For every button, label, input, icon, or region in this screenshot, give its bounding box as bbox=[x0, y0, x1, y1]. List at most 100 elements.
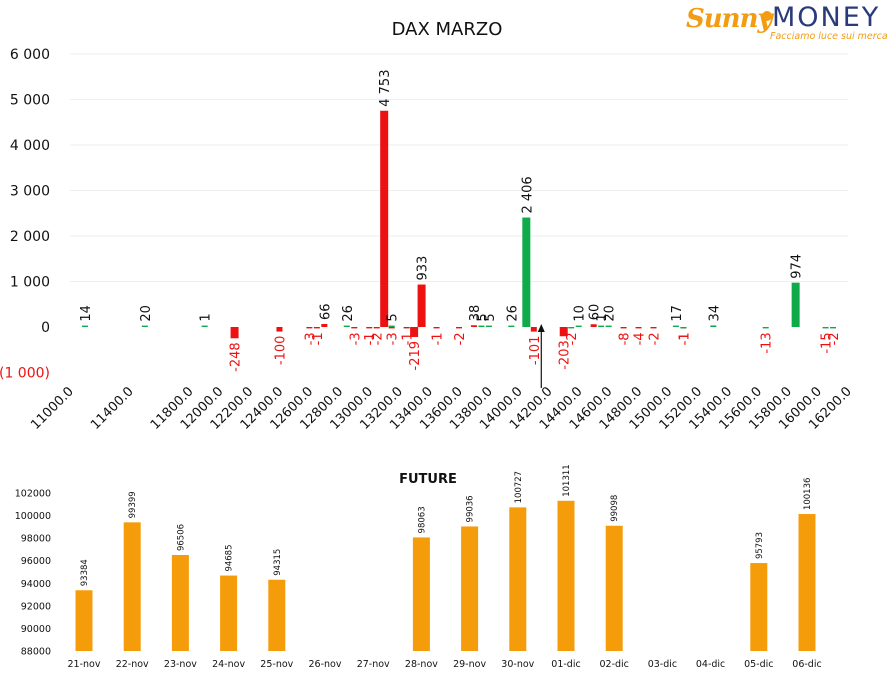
y-axis-ticks: 88000 90000 92000 94000 96000 98000 100000 1020… bbox=[15, 489, 51, 658]
bar bbox=[635, 327, 642, 329]
y-tick-label: 4 000 bbox=[10, 138, 50, 154]
x-tick-label: 27-nov bbox=[357, 659, 390, 670]
data-label: 10 bbox=[573, 305, 588, 322]
bar bbox=[750, 563, 768, 651]
data-label: 26 bbox=[341, 305, 356, 322]
data-label: 26 bbox=[505, 305, 520, 322]
y-tick-label: 102000 bbox=[15, 489, 51, 500]
future-chart: FUTURE 88000 90000 92000 94000 96000 98000 100… bbox=[15, 464, 822, 670]
bar bbox=[75, 590, 93, 651]
y-tick-label: 98000 bbox=[21, 534, 51, 545]
x-tick-label: 28-nov bbox=[405, 659, 438, 670]
chart-title: DAX MARZO bbox=[392, 19, 503, 40]
bar bbox=[201, 325, 208, 327]
y-tick-label: (1 000) bbox=[0, 366, 50, 382]
data-label: -4 bbox=[633, 332, 648, 345]
data-label: -248 bbox=[229, 342, 244, 372]
bar bbox=[388, 325, 395, 327]
bar bbox=[268, 579, 286, 651]
data-label: 94315 bbox=[273, 549, 283, 576]
y-tick-label: 100000 bbox=[15, 511, 51, 522]
y-tick-label: 92000 bbox=[21, 601, 51, 612]
data-label: 34 bbox=[707, 305, 722, 322]
data-label: -13 bbox=[760, 332, 775, 353]
bar bbox=[478, 325, 485, 327]
y-axis-ticks: (1 000) 0 1 000 2 000 3 000 4 000 5 000 6 000 bbox=[0, 47, 50, 382]
bar bbox=[575, 325, 582, 327]
data-label: -1 bbox=[677, 332, 692, 345]
x-tick-label: 11400.0 bbox=[88, 384, 137, 433]
x-tick-label: 30-nov bbox=[501, 659, 534, 670]
data-label: -1 bbox=[311, 332, 326, 345]
x-tick-label: 24-nov bbox=[212, 659, 245, 670]
y-tick-label: 1 000 bbox=[10, 275, 50, 291]
x-tick-label: 06-dic bbox=[792, 659, 821, 670]
logo-sunny-text: Sunny bbox=[686, 4, 773, 34]
data-label: -2 bbox=[565, 332, 580, 345]
data-label: 2 406 bbox=[520, 176, 535, 213]
data-label: -1 bbox=[401, 332, 416, 345]
y-tick-label: 94000 bbox=[21, 579, 51, 590]
data-label: 99399 bbox=[128, 491, 138, 518]
data-label: -1 bbox=[677, 332, 692, 345]
bar bbox=[470, 325, 477, 327]
bar bbox=[412, 537, 430, 651]
data-label: -1 bbox=[431, 332, 446, 345]
bar bbox=[373, 327, 380, 329]
data-label: 96506 bbox=[176, 524, 186, 551]
dax-marzo-chart: DAX MARZO (1 000) 0 1 000 2 000 3 000 4 000 5 … bbox=[0, 19, 855, 433]
y-tick-label: 6 000 bbox=[10, 47, 50, 63]
x-tick-label: 02-dic bbox=[599, 659, 628, 670]
current-price-arrow bbox=[537, 324, 545, 388]
bar bbox=[220, 575, 238, 651]
bar bbox=[171, 555, 189, 651]
bars bbox=[81, 110, 837, 339]
x-tick-label: 22-nov bbox=[116, 659, 149, 670]
bar bbox=[81, 325, 88, 327]
data-label: 5 bbox=[386, 313, 401, 321]
data-label: -1 bbox=[363, 332, 378, 345]
bar bbox=[710, 325, 717, 327]
bar bbox=[822, 327, 829, 329]
bar bbox=[410, 327, 419, 337]
bar bbox=[590, 324, 597, 327]
bar bbox=[530, 327, 537, 332]
bar bbox=[461, 526, 479, 651]
bar bbox=[598, 325, 605, 327]
data-label: 93384 bbox=[80, 559, 90, 586]
bar bbox=[123, 522, 141, 651]
data-label: 17 bbox=[670, 305, 685, 322]
logo-tagline: Facciamo luce sui mercati bbox=[770, 31, 888, 42]
bar bbox=[650, 327, 657, 329]
bar bbox=[605, 325, 612, 327]
y-tick-label: 5 000 bbox=[10, 93, 50, 109]
data-label: -3 bbox=[303, 332, 318, 345]
data-label: -2 bbox=[371, 332, 386, 345]
chart-title: FUTURE bbox=[399, 472, 457, 487]
data-label: -3 bbox=[386, 332, 401, 345]
data-label: 1 bbox=[199, 313, 214, 321]
data-labels: 93384 99399 96506 94685 94315 98063 99036 10072… bbox=[80, 464, 813, 586]
bar bbox=[620, 327, 627, 329]
data-label: -219 bbox=[408, 341, 423, 371]
x-tick-label: 04-dic bbox=[696, 659, 725, 670]
bar bbox=[417, 284, 426, 327]
data-label: -2 bbox=[827, 332, 842, 345]
bar bbox=[230, 327, 239, 339]
data-label: -203 bbox=[558, 340, 573, 370]
bar bbox=[313, 327, 320, 329]
data-label: 5 bbox=[475, 313, 490, 321]
data-label: 933 bbox=[416, 256, 431, 281]
data-label: -8 bbox=[618, 332, 633, 345]
bar bbox=[798, 514, 816, 651]
bar bbox=[403, 327, 410, 329]
bar bbox=[791, 282, 800, 327]
data-label: 98063 bbox=[417, 506, 427, 533]
data-label: 99036 bbox=[466, 495, 476, 522]
bar bbox=[388, 327, 395, 329]
y-tick-label: 3 000 bbox=[10, 184, 50, 200]
bar bbox=[509, 507, 527, 651]
bar bbox=[321, 323, 328, 327]
data-label: 94685 bbox=[225, 545, 235, 572]
